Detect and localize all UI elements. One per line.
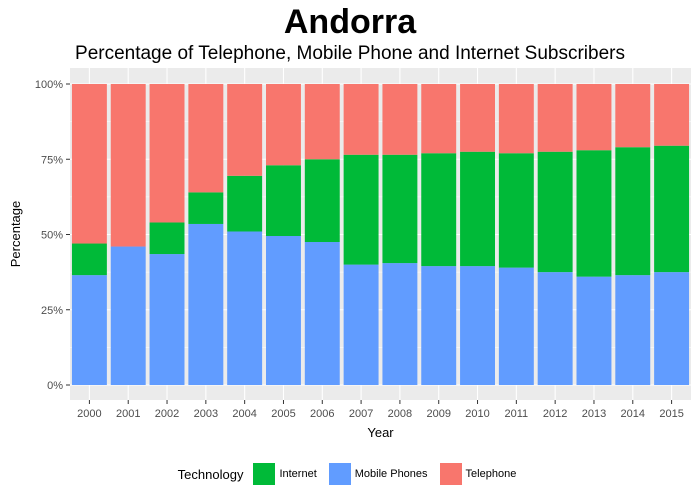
bar-telephone-2004 [227,84,263,176]
bar-internet-2004 [227,175,263,232]
x-tick-label: 2004 [232,408,256,420]
bar-telephone-2009 [421,84,457,154]
legend-item-internet: Internet [253,463,317,485]
bar-mobile-phones-2008 [382,263,418,385]
x-axis: 2000 2001 2002 2003 2004 2005 2006 2007 2008 2009… [77,400,684,420]
legend-swatch-mobile-phones [328,463,351,485]
x-tick-label: 2001 [116,408,140,420]
bar-internet-2003 [188,192,224,224]
y-tick-label: 50% [41,230,63,242]
bar-mobile-phones-2007 [343,264,379,385]
x-tick-label: 2014 [621,408,645,420]
bar-mobile-phones-2003 [188,223,224,385]
x-tick-label: 2003 [194,408,218,420]
x-tick-label: 2008 [388,408,412,420]
bar-internet-2014 [615,147,651,276]
bar-telephone-2001 [110,84,146,247]
bar-telephone-2005 [266,84,301,166]
bar-telephone-2013 [576,84,612,151]
legend-label-mobile-phones: Mobile Phones [354,468,428,480]
y-tick-label: 25% [41,305,63,317]
bar-mobile-phones-2014 [615,275,651,385]
bar-telephone-2003 [188,84,224,193]
y-axis: 0% 25% 50% 75% 100% [35,79,70,392]
bar-telephone-2010 [460,84,495,152]
bar-internet-2013 [576,150,612,277]
x-tick-label: 2006 [310,408,334,420]
bar-mobile-phones-2011 [498,267,534,385]
x-tick-label: 2012 [543,408,567,420]
chart-title: Andorra [283,3,417,41]
y-tick-label: 100% [35,79,63,91]
bar-telephone-2002 [149,84,185,223]
bar-internet-2005 [266,165,301,237]
x-tick-label: 2000 [77,408,101,420]
bar-telephone-2008 [382,84,418,155]
legend-label-telephone: Telephone [465,468,517,480]
x-tick-label: 2009 [426,408,450,420]
bar-internet-2000 [71,243,107,276]
legend-item-telephone: Telephone [439,463,517,485]
stacked-bar-chart: 0% 25% 50% 75% 100% 2000 2001 2002 2003 2004 2005… [8,68,691,440]
bar-internet-2007 [343,154,379,265]
bar-mobile-phones-2005 [266,236,301,385]
bar-internet-2010 [460,151,495,267]
bar-internet-2002 [149,222,185,255]
bar-internet-2012 [537,151,573,273]
bar-telephone-2015 [654,84,690,146]
x-tick-label: 2005 [271,408,295,420]
bar-mobile-phones-2012 [537,272,573,385]
bar-mobile-phones-2013 [576,276,612,385]
bar-telephone-2006 [304,84,340,160]
y-tick-label: 75% [41,154,63,166]
legend-item-mobile-phones: Mobile Phones [328,463,428,485]
bars [71,84,690,385]
y-axis-title: Percentage [8,201,23,268]
bar-internet-2008 [382,154,418,264]
legend-swatch-telephone [439,463,462,485]
bar-telephone-2014 [615,84,651,148]
bar-mobile-phones-2010 [460,266,495,385]
x-tick-label: 2011 [505,408,529,420]
bar-internet-2011 [498,153,534,268]
bar-mobile-phones-2015 [654,272,690,385]
legend-swatch-internet [253,463,276,485]
x-tick-label: 2007 [349,408,373,420]
bar-telephone-2012 [537,84,573,152]
bar-mobile-phones-2002 [149,254,185,385]
x-tick-label: 2013 [582,408,606,420]
legend: Technology Internet Mobile Phones Teleph… [0,460,700,488]
bar-telephone-2007 [343,84,379,155]
bar-mobile-phones-2000 [71,275,107,385]
bar-mobile-phones-2009 [421,266,457,385]
bar-telephone-2011 [498,84,534,154]
bar-internet-2006 [304,159,340,243]
y-tick-label: 0% [47,380,63,392]
bar-internet-2015 [654,145,690,273]
x-tick-label: 2010 [465,408,489,420]
legend-title: Technology [177,466,244,482]
x-tick-label: 2015 [659,408,683,420]
x-tick-label: 2002 [155,408,179,420]
bar-mobile-phones-2004 [227,231,263,385]
bar-internet-2009 [421,153,457,267]
bar-mobile-phones-2001 [110,246,146,385]
chart-subtitle: Percentage of Telephone, Mobile Phone an… [75,43,625,64]
x-axis-title: Year [367,425,394,440]
bar-telephone-2000 [71,84,107,244]
bar-mobile-phones-2006 [304,242,340,385]
legend-label-internet: Internet [279,468,317,480]
